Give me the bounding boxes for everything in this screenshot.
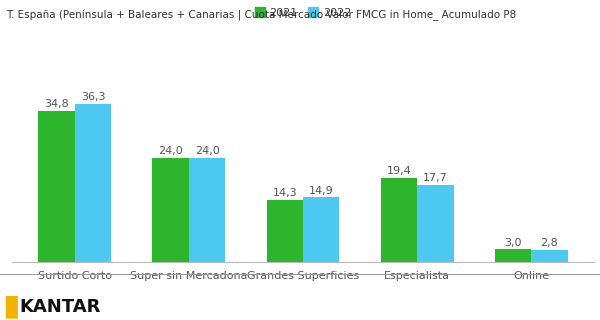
Text: 34,8: 34,8 — [44, 99, 69, 109]
Bar — [494, 249, 531, 262]
Text: 24,0: 24,0 — [158, 146, 183, 156]
Text: 14,3: 14,3 — [272, 188, 297, 198]
Bar — [75, 104, 112, 262]
Text: 2,8: 2,8 — [541, 238, 558, 248]
Bar — [531, 250, 568, 262]
Bar — [152, 158, 189, 262]
Bar — [189, 158, 226, 262]
Legend: 2021, 2022: 2021, 2022 — [250, 3, 356, 22]
Text: 17,7: 17,7 — [423, 173, 448, 183]
Bar — [266, 200, 303, 262]
Text: █: █ — [5, 296, 17, 318]
Text: 3,0: 3,0 — [504, 237, 521, 248]
Text: 19,4: 19,4 — [386, 166, 411, 176]
Text: T. España (Península + Baleares + Canarias | Cuota Mercado Valor FMCG in Home_ A: T. España (Península + Baleares + Canari… — [6, 10, 516, 21]
Text: 24,0: 24,0 — [195, 146, 220, 156]
Bar — [38, 110, 75, 262]
Bar — [417, 185, 454, 262]
Bar — [380, 178, 417, 262]
Text: 14,9: 14,9 — [309, 186, 334, 196]
Text: 36,3: 36,3 — [81, 92, 106, 102]
Bar — [303, 197, 340, 262]
Text: KANTAR: KANTAR — [19, 298, 101, 316]
